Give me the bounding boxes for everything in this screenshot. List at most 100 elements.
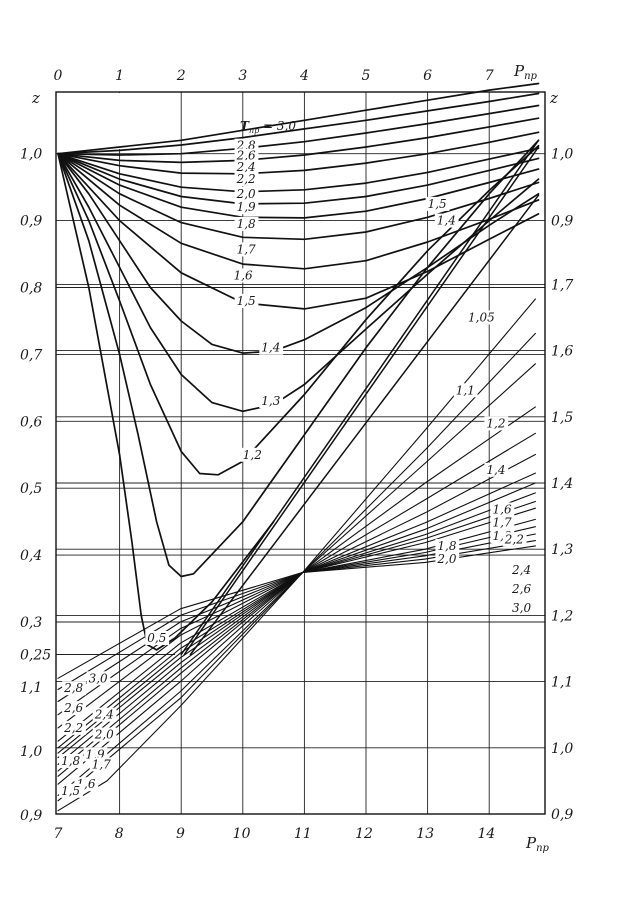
tpr-heading-sub: пр: [249, 126, 259, 135]
label-backing: [435, 538, 460, 553]
curve-label: 2,6: [236, 149, 256, 163]
right-stack-label: 2,6: [511, 582, 531, 596]
curve-label: 2,0: [94, 728, 114, 742]
high-range-curve: [57, 406, 536, 785]
left-tick-label: 0,9: [20, 808, 42, 824]
diagonal-curve: [183, 146, 540, 656]
right-stack-label: 2,4: [511, 563, 531, 577]
right-stack-label: 3,0: [512, 601, 531, 615]
left-tick-label: 1,0: [20, 147, 42, 163]
low-range-curve: [57, 152, 540, 310]
curve-label: 2,4: [236, 160, 256, 174]
left-tick-label: 0,3: [20, 615, 42, 631]
label-backing: [434, 213, 459, 228]
grid-layer: [56, 92, 545, 815]
bottom-tick-label: 9: [176, 826, 185, 842]
top-axis-label: Pпр: [513, 62, 538, 82]
right-tick-label: 1,5: [551, 410, 573, 426]
high-range-curve: [57, 492, 536, 754]
left-tick-label: 0,6: [20, 414, 42, 430]
plot-frame: [55, 91, 546, 815]
right-tick-label: 1,6: [551, 344, 573, 360]
bottom-tick-label: 8: [115, 826, 124, 842]
label-backing: [145, 631, 170, 645]
right-tick-label: 1,0: [551, 147, 573, 163]
label-backing: [234, 160, 259, 175]
low-range-curve: [57, 139, 540, 578]
right-tick-label: 1,2: [551, 608, 573, 624]
low-range-curve: [57, 82, 540, 155]
low-range-curve: [57, 152, 540, 219]
bottom-tick-label: 14: [477, 826, 495, 842]
high-range-curve: [57, 533, 536, 703]
label-backing: [62, 681, 86, 696]
label-backing: [435, 552, 460, 567]
curve-label: 2,4: [94, 708, 114, 722]
curve-label: 2,2: [504, 532, 524, 546]
top-axis-label-sub: пр: [524, 71, 537, 82]
top-tick-label: 6: [423, 68, 432, 84]
label-backing: [502, 532, 527, 547]
low-range-curve: [57, 152, 540, 241]
low-range-curve: [57, 92, 540, 155]
bottom-tick-label: 12: [355, 826, 373, 842]
label-backing: [259, 340, 284, 355]
label-backing: [484, 416, 509, 431]
label-backing: [234, 242, 259, 257]
low-range-curve: [57, 104, 540, 156]
right-tick-label: 0,9: [551, 214, 573, 230]
low-range-curve: [57, 147, 540, 193]
high-range-curve: [57, 518, 536, 729]
label-backing: [240, 447, 265, 462]
bottom-axis-label-sub: пр: [536, 843, 549, 854]
curve-label: 2,2: [236, 172, 256, 186]
curve-label: 1,5: [237, 294, 256, 308]
diagonal-curve: [180, 139, 540, 656]
bottom-axis-label-main: P: [525, 834, 537, 852]
left-tick-label: 0,8: [20, 281, 42, 297]
curve-label: 1,6: [234, 269, 253, 283]
right-tick-label: 1,7: [551, 277, 573, 293]
label-backing: [234, 216, 259, 231]
curve-label: 2,8: [63, 681, 83, 695]
right-tick-label: 1,4: [551, 476, 573, 492]
curve-label: 1,4: [261, 341, 280, 355]
left-tick-label: 0,7: [20, 347, 42, 363]
left-tick-label: 0,25: [20, 648, 51, 664]
bottom-tick-label: 10: [233, 826, 251, 842]
low-range-curve: [57, 117, 540, 164]
high-range-curve: [57, 545, 536, 679]
label-backing: [484, 462, 509, 477]
curve-label: 0,5: [147, 631, 166, 645]
label-backing: [234, 186, 259, 201]
label-backing: [62, 701, 86, 716]
top-tick-label: 4: [299, 68, 309, 84]
top-tick-label: 1: [115, 68, 124, 84]
top-tick-label: 5: [362, 68, 371, 84]
tpr-heading-T: T: [240, 119, 250, 133]
curve-label: 1,7: [92, 757, 111, 771]
curve-label: 2,0: [236, 187, 256, 201]
curve-label: 3,0: [89, 671, 108, 685]
curve-label: 1,7: [237, 242, 256, 256]
high-range-curve: [57, 472, 536, 765]
low-range-curve: [57, 131, 540, 175]
label-backing: [453, 383, 478, 398]
right-tick-label: 1,0: [551, 741, 573, 757]
curve-label: 1,4: [437, 214, 456, 228]
curve-label: 1,9: [237, 200, 256, 214]
label-backing: [425, 196, 450, 211]
curve-label: 1,5: [428, 197, 447, 211]
right-tick-label: 0,9: [551, 807, 573, 823]
curves-layer: [57, 82, 540, 812]
low-range-curve: [57, 144, 540, 476]
curve-label: 1,6: [493, 503, 512, 517]
right-tick-label: 1,3: [551, 542, 573, 558]
label-backing: [231, 268, 256, 283]
curve-label: 2,2: [63, 721, 83, 735]
label-backing: [490, 502, 515, 517]
label-backing: [490, 515, 515, 530]
label-backing: [234, 293, 259, 308]
tpr-heading: Tпр = 3,0: [240, 119, 296, 135]
